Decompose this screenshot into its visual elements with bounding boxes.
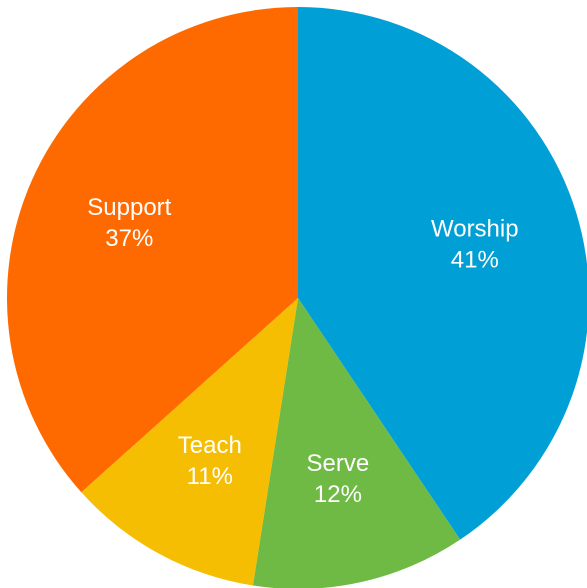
slice-category-label-worship: Worship bbox=[431, 216, 519, 243]
pie-slice-teach bbox=[81, 298, 298, 586]
pie-slice-worship bbox=[298, 7, 587, 540]
slices-layer bbox=[6, 7, 587, 588]
pie-slice-support bbox=[6, 7, 298, 493]
slice-label-group-teach: Teach 11% bbox=[178, 432, 242, 490]
slice-value-label-support: 37% bbox=[105, 225, 153, 252]
pie-slice-serve bbox=[252, 298, 461, 588]
labels-layer: Worship 41% Serve 12% Teach 11% Support 37% bbox=[87, 194, 518, 508]
slice-label-group-worship: Worship 41% bbox=[431, 216, 519, 274]
slice-category-label-support: Support bbox=[87, 194, 171, 221]
slice-value-label-worship: 41% bbox=[451, 247, 499, 274]
slice-label-group-support: Support 37% bbox=[87, 194, 171, 252]
slice-category-label-teach: Teach bbox=[178, 432, 242, 459]
slice-value-label-serve: 12% bbox=[314, 481, 362, 508]
slice-value-label-teach: 11% bbox=[187, 463, 233, 490]
slice-label-group-serve: Serve 12% bbox=[307, 450, 370, 508]
slice-category-label-serve: Serve bbox=[307, 450, 370, 477]
